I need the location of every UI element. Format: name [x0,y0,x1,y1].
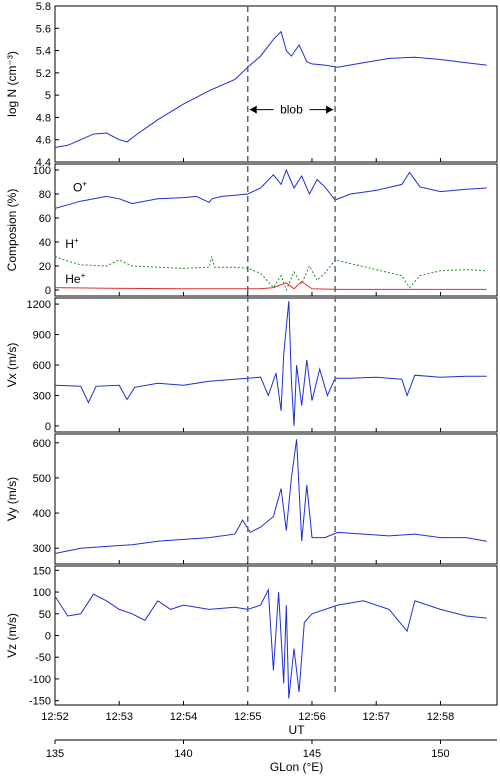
panel-frame [54,5,498,163]
panels-layer: 4.4 4.6 4.8 5 5.2 5.4 5.6 5.8 log N (cm⁻³) blob 0 2… [5,1,498,708]
series-line-vx-0 [54,300,487,426]
panel-vx: 0 300 600 900 1200 Vx (m/s) [5,297,498,433]
blob-label: blob [280,103,303,117]
series-line-composition-2 [54,280,487,290]
y-tick-label: 40 [39,237,51,249]
series-line-vy-0 [54,439,487,554]
y-tick-label: 300 [33,390,51,402]
series-line-composition-0 [54,168,487,209]
y-tick-label: -50 [35,652,51,664]
y-tick-label: 5.6 [36,23,51,35]
y-tick-label: 500 [33,473,51,485]
ut-tick-label: 12:53 [105,711,133,723]
panel-frame [54,433,498,565]
blob-arrowhead-right [326,105,334,114]
series-label-sup: + [81,271,86,280]
y-tick-label: 1200 [27,299,51,311]
ut-tick-label: 12:52 [41,711,69,723]
panel-frame [54,163,498,297]
series-label: H+ [65,236,79,251]
y-axis-label: log N (cm⁻³) [5,51,19,117]
ut-tick-label: 12:57 [362,711,390,723]
y-tick-label: 300 [33,543,51,555]
y-tick-label: -100 [29,674,51,686]
y-tick-label: 4.8 [36,112,51,124]
ut-tick-label: 12:55 [234,711,262,723]
glon-tick-label: 135 [46,748,64,760]
y-tick-label: 4.6 [36,135,51,147]
ut-axis-label: UT [289,723,306,737]
y-tick-label: 600 [33,438,51,450]
y-tick-label: 100 [33,165,51,177]
y-tick-label: 5.4 [36,46,51,58]
series-label-base: H [65,237,74,251]
glon-tick-label: 145 [303,748,321,760]
series-label: He+ [65,271,85,286]
blob-arrowhead-left [249,105,257,114]
y-tick-label: 5 [45,90,51,102]
y-tick-label: -150 [29,696,51,708]
series-label-sup: + [74,236,79,245]
series-line-composition-1 [54,255,487,292]
glon-axis-label: GLon (°E) [270,760,323,774]
y-tick-label: 0 [45,631,51,643]
glon-tick-label: 150 [431,748,449,760]
glon-tick-label: 140 [174,748,192,760]
series-label-sup: + [82,180,87,189]
y-axis-label: Composion (%) [5,189,19,272]
y-tick-label: 100 [33,587,51,599]
panel-vy: 300 400 500 600 Vy (m/s) [5,433,498,565]
y-tick-label: 20 [39,261,51,273]
y-axis-label: Vx (m/s) [5,343,19,388]
y-tick-label: 900 [33,330,51,342]
y-tick-label: 400 [33,508,51,520]
y-tick-label: 0 [45,285,51,297]
series-line-vz-0 [54,588,487,699]
y-tick-label: 150 [33,565,51,577]
series-label: O+ [73,180,87,195]
y-axis-label: Vz (m/s) [5,613,19,658]
panel-frame [54,297,498,433]
ut-tick-label: 12:58 [427,711,455,723]
y-tick-label: 60 [39,213,51,225]
y-tick-label: 4.4 [36,157,51,169]
y-axis-label: Vy (m/s) [5,477,19,521]
ut-tick-label: 12:56 [298,711,326,723]
y-tick-label: 80 [39,189,51,201]
y-tick-label: 50 [39,609,51,621]
x-axes-layer: UT GLon (°E) 12:52 12:53 12:54 12:55 12:56 12… [41,711,497,774]
y-tick-label: 5.8 [36,1,51,13]
ut-tick-label: 12:54 [170,711,198,723]
y-tick-label: 5.2 [36,68,51,80]
series-label-base: O [73,181,82,195]
series-line-logN-0 [54,30,487,148]
y-tick-label: 600 [33,360,51,372]
series-label-base: He [65,272,81,286]
panel-vz: -150 -100 -50 0 50 100 150 Vz (m/s) [5,565,498,708]
y-tick-label: 0 [45,421,51,433]
panel-logN: 4.4 4.6 4.8 5 5.2 5.4 5.6 5.8 log N (cm⁻³) blob [5,1,498,169]
